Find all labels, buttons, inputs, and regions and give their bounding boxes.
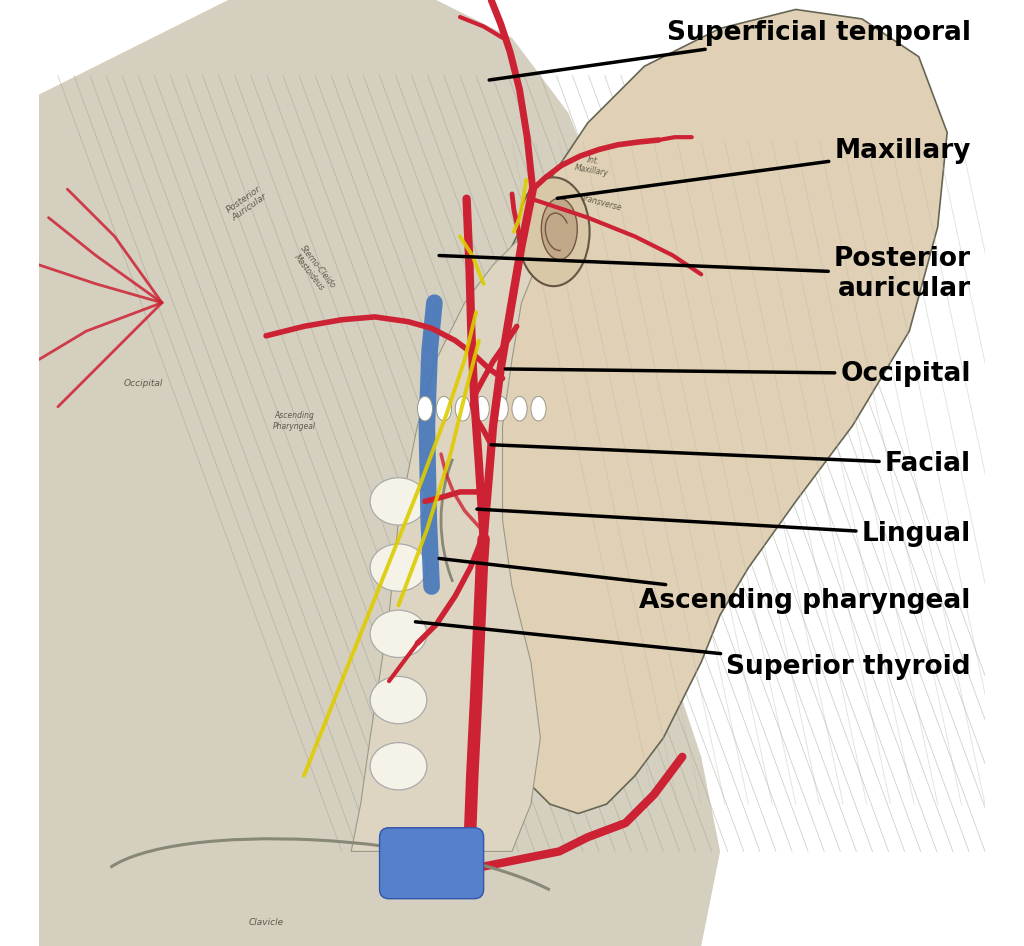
Text: Transverse: Transverse [581, 194, 624, 213]
Text: Ascending
Pharyngeal: Ascending Pharyngeal [273, 412, 316, 430]
Polygon shape [39, 0, 720, 946]
Text: Superficial temporal: Superficial temporal [489, 20, 971, 80]
Ellipse shape [518, 178, 590, 286]
Text: Ascending pharyngeal: Ascending pharyngeal [439, 558, 971, 614]
Ellipse shape [370, 544, 427, 591]
Text: Clavicle: Clavicle [249, 918, 284, 927]
Polygon shape [494, 9, 947, 814]
Text: Int.
Maxillary: Int. Maxillary [573, 153, 611, 178]
FancyBboxPatch shape [380, 828, 483, 899]
Text: Occipital: Occipital [505, 360, 971, 387]
Text: Maxillary: Maxillary [557, 138, 971, 199]
Ellipse shape [370, 743, 427, 790]
Text: Posterior
Auricular: Posterior Auricular [225, 184, 269, 223]
Ellipse shape [512, 396, 527, 421]
Text: Lingual: Lingual [477, 509, 971, 548]
Ellipse shape [542, 199, 578, 259]
Ellipse shape [370, 610, 427, 657]
Ellipse shape [494, 396, 508, 421]
Ellipse shape [436, 396, 452, 421]
Ellipse shape [530, 396, 546, 421]
Ellipse shape [418, 396, 432, 421]
Ellipse shape [370, 676, 427, 724]
Text: Sterno-Cleido
Mastoideus: Sterno-Cleido Mastoideus [290, 243, 337, 296]
Text: Posterior
auricular: Posterior auricular [439, 246, 971, 303]
Text: Superior thyroid: Superior thyroid [416, 622, 971, 680]
Ellipse shape [456, 396, 470, 421]
Polygon shape [351, 236, 541, 851]
Ellipse shape [474, 396, 489, 421]
Ellipse shape [370, 478, 427, 525]
Text: Occipital: Occipital [123, 378, 163, 388]
Text: Facial: Facial [492, 445, 971, 477]
